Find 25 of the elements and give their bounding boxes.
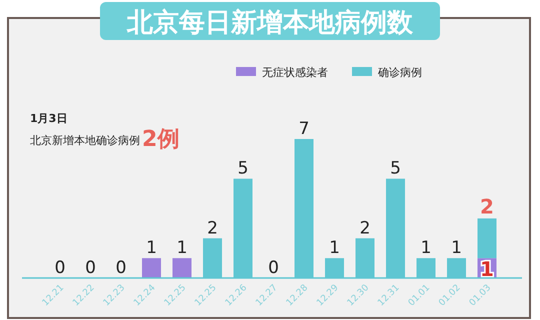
data-label: 1 — [146, 238, 157, 258]
data-label: 1 — [420, 238, 432, 258]
text: 1月3日 — [30, 112, 68, 125]
data-label: 5 — [238, 158, 248, 179]
legend-label: 确诊病例 — [377, 66, 422, 79]
data-label: 1 — [176, 238, 188, 258]
bar — [142, 258, 161, 278]
annotation: 2例 — [142, 127, 180, 152]
data-label: 0 — [268, 258, 279, 278]
data-label: 1 — [480, 257, 494, 282]
data-label: 0 — [54, 258, 66, 278]
data-label: 2 — [360, 218, 370, 238]
data-label: 2 — [207, 218, 218, 238]
chart-title: 北京每日新增本地病例数 — [126, 8, 414, 38]
data-label: 2 — [480, 194, 494, 218]
data-label: 0 — [116, 258, 126, 278]
bar — [172, 258, 192, 278]
annotation: 北京新增本地确诊病例 — [30, 134, 140, 147]
bar — [478, 218, 496, 258]
data-label: 0 — [85, 258, 96, 278]
legend-label: 无症状感染者 — [262, 66, 328, 79]
data-label: 7 — [298, 119, 310, 139]
data-label: 1 — [451, 238, 462, 258]
data-label: 5 — [390, 158, 401, 179]
data-label: 1 — [329, 238, 340, 258]
